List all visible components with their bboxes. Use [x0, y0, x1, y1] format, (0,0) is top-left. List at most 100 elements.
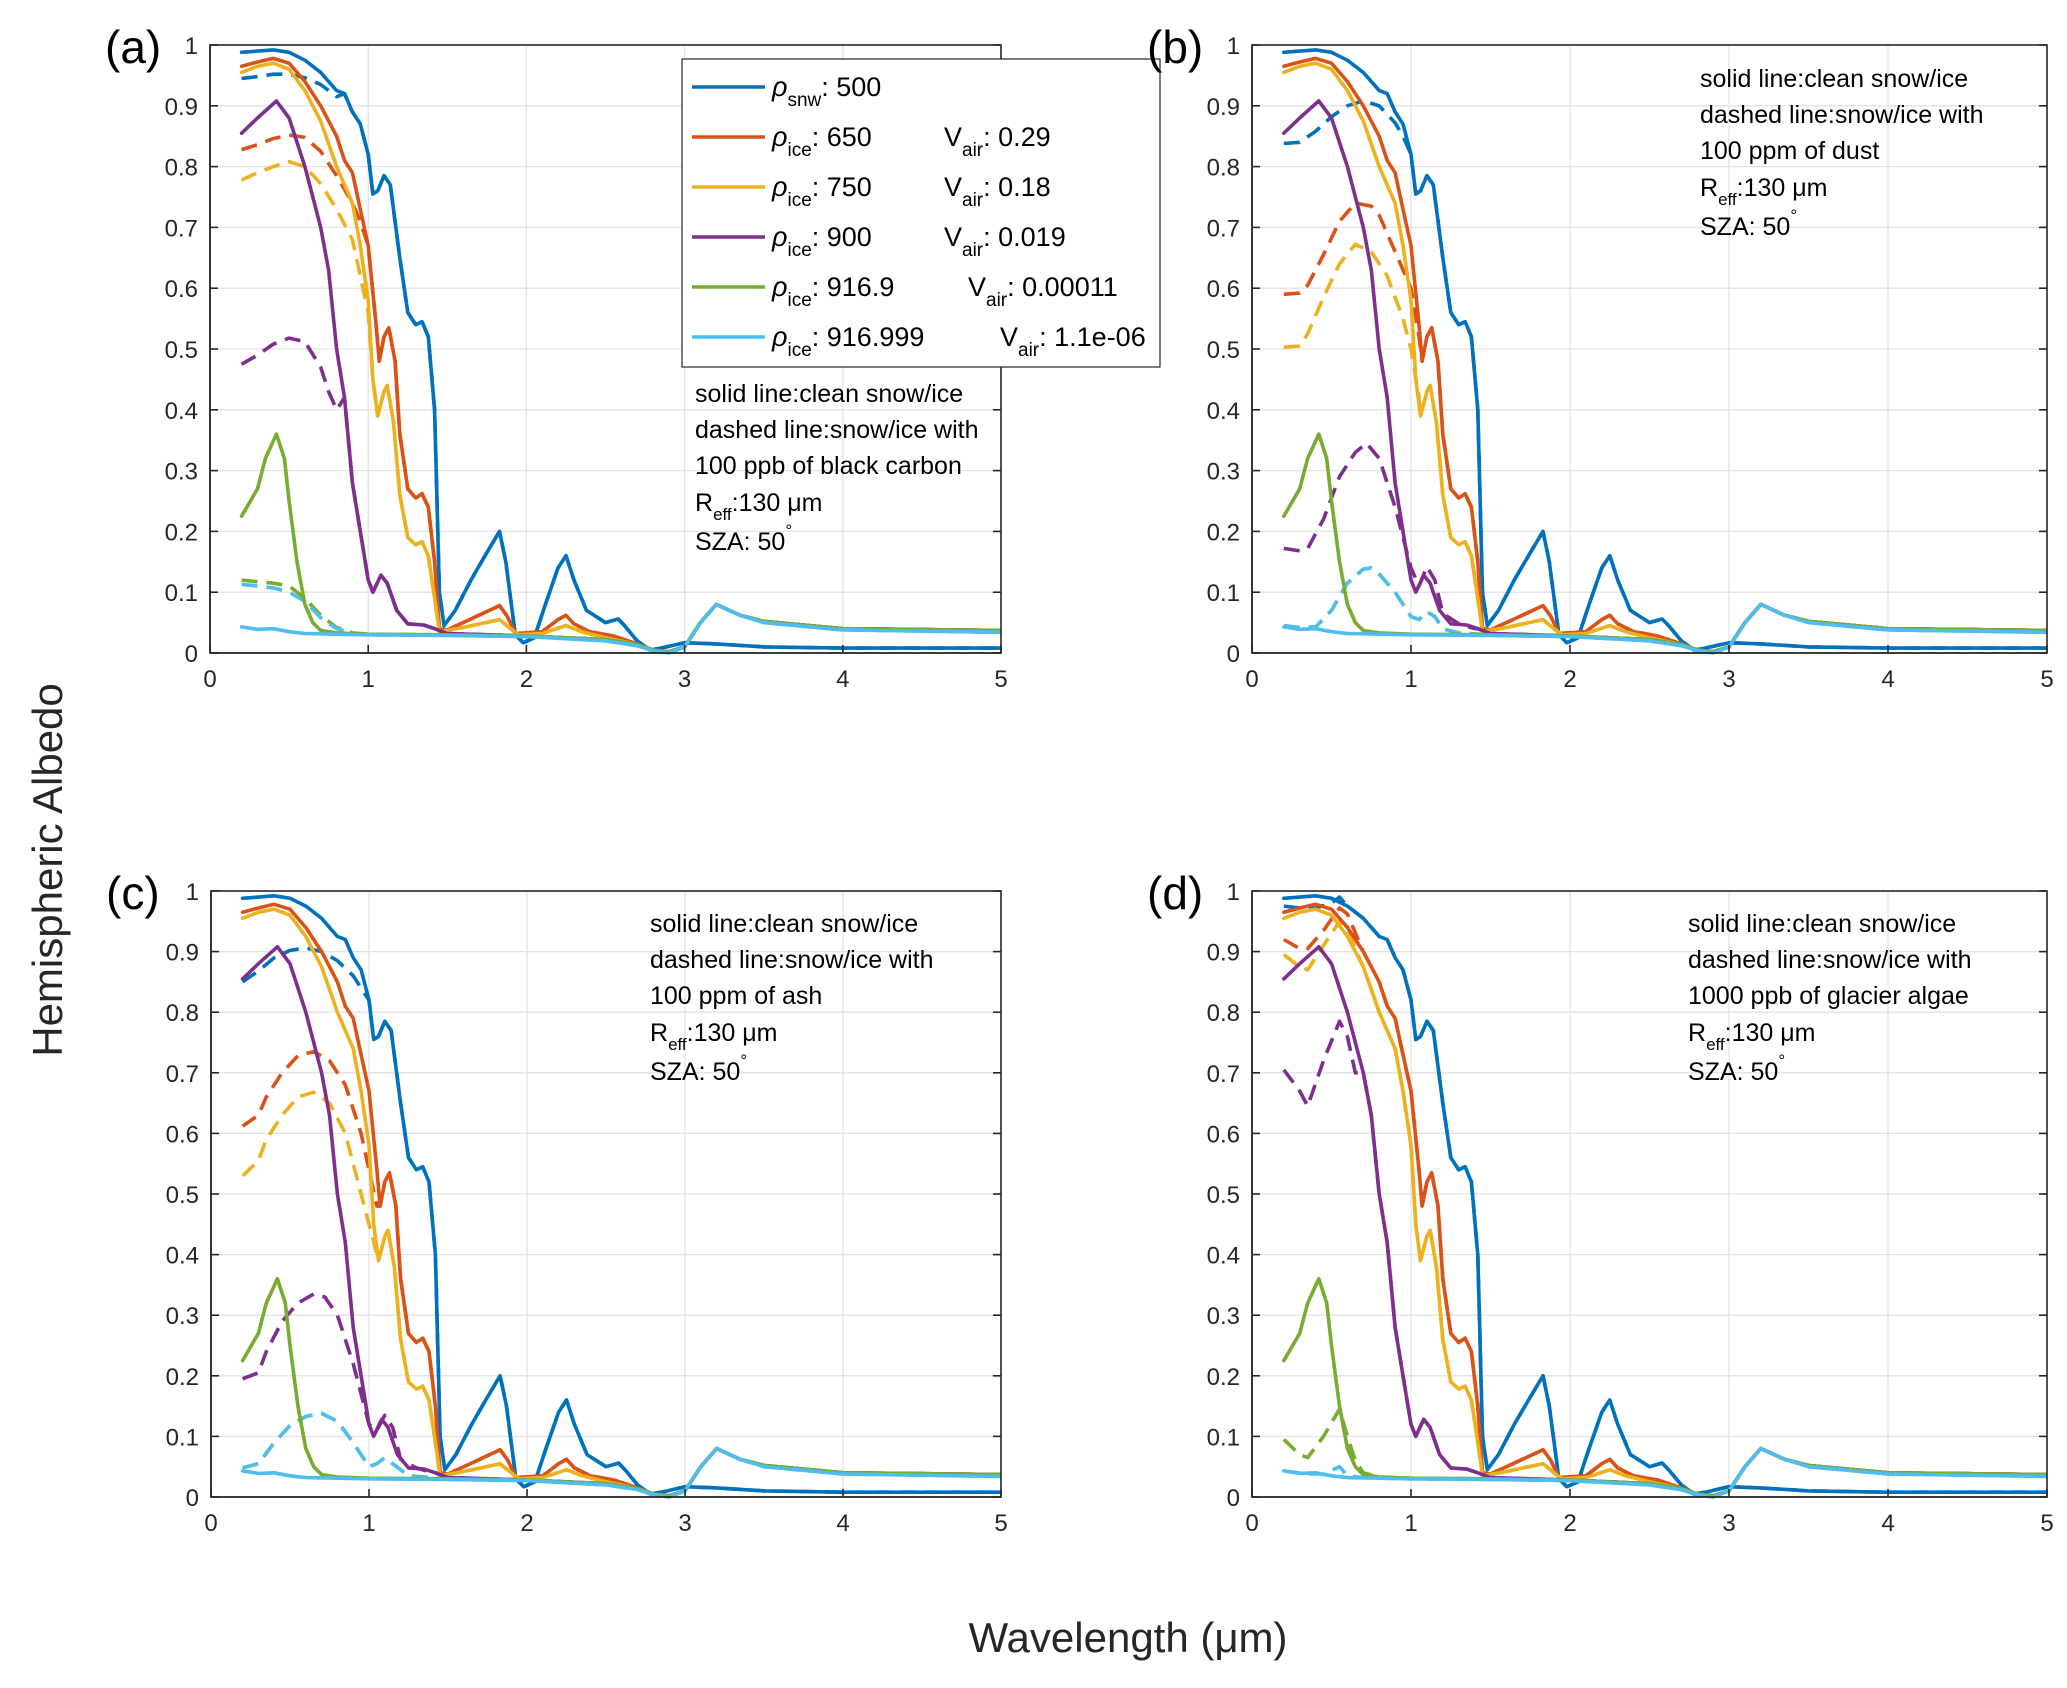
x-tick-label: 4 — [836, 666, 849, 693]
legend-entry: ρice: 916.9 Vair: 0.00011 — [692, 272, 1118, 311]
solid-line-snw500 — [1282, 48, 2047, 652]
panel-label: (a) — [105, 21, 161, 73]
x-tick-label: 1 — [1404, 1510, 1417, 1537]
x-tick-label: 4 — [1881, 666, 1894, 693]
annotation-line: dashed line:snow/ice with — [1700, 101, 1984, 129]
y-tick-label: 0.7 — [165, 215, 198, 242]
legend-vair: Vair: 0.29 — [944, 122, 1051, 161]
legend-entry: ρice: 750 Vair: 0.18 — [692, 172, 1051, 211]
y-tick-label: 0.9 — [165, 94, 198, 121]
annotation: solid line:clean snow/ice dashed line:sno… — [1700, 65, 1984, 241]
x-tick-label: 5 — [2040, 666, 2053, 693]
legend-entry: ρsnw: 500 — [692, 72, 881, 111]
y-tick-label: 0.5 — [1207, 1182, 1240, 1209]
solid-line-snw500 — [239, 48, 1001, 652]
y-tick-label: 0.4 — [1207, 398, 1240, 425]
x-tick-label: 2 — [520, 1510, 533, 1537]
grid — [1252, 891, 2047, 1497]
y-tick-label: 0 — [1227, 1485, 1240, 1512]
y-tick-label: 0.1 — [166, 1424, 199, 1451]
annotation-line: solid line:clean snow/ice — [650, 910, 918, 938]
annotation-line: Reff:130 μm — [1700, 174, 1828, 209]
x-tick-label: 4 — [1881, 1510, 1894, 1537]
annotation-line: solid line:clean snow/ice — [1688, 910, 1956, 938]
y-tick-label: 1 — [1227, 33, 1240, 60]
y-tick-label: 0.2 — [1207, 1364, 1240, 1391]
legend-vair: Vair: 1.1e-06 — [1000, 322, 1146, 361]
dashed-line-ice650 — [241, 1049, 1001, 1498]
y-tick-label: 0.4 — [166, 1243, 199, 1270]
annotation-line: 100 ppm of ash — [650, 982, 822, 1010]
panel-a: 0 1 2 3 4 5 0 0.1 0.2 0.3 0.4 0.5 0.6 0.7 0.8 0.9 1 (a) so… — [105, 21, 1161, 693]
legend-label: ρice: 750 — [771, 172, 872, 211]
annotation-line: SZA: 50° — [1688, 1051, 1785, 1086]
annotation-line: Reff:130 μm — [695, 489, 823, 524]
y-tick-label: 0.1 — [1207, 580, 1240, 607]
panel-b: 0 1 2 3 4 5 0 0.1 0.2 0.3 0.4 0.5 0.6 0.7 0.8 0.9 1 (b) so… — [1147, 21, 2054, 693]
solid-line-snw500 — [1282, 894, 2047, 1496]
solid-line-ice650 — [1282, 56, 2047, 654]
x-tick-label: 0 — [1245, 1510, 1258, 1537]
curves — [240, 894, 1001, 1499]
y-tick-label: 0.1 — [165, 580, 198, 607]
legend-entry: ρice: 916.999 Vair: 1.1e-06 — [692, 322, 1146, 361]
annotation: solid line:clean snow/ice dashed line:sno… — [695, 380, 979, 556]
annotation-line: 1000 ppb of glacier algae — [1688, 982, 1969, 1010]
y-tick-label: 1 — [185, 33, 198, 60]
annotation-line: dashed line:snow/ice with — [695, 416, 979, 444]
legend-entry: ρice: 900 Vair: 0.019 — [692, 222, 1066, 261]
solid-line-ice916_999 — [240, 1446, 1001, 1499]
dashed-line-ice750 — [241, 1090, 1001, 1498]
y-tick-label: 0.7 — [1207, 1061, 1240, 1088]
y-tick-label: 0.2 — [165, 519, 198, 546]
x-tick-label: 3 — [1722, 1510, 1735, 1537]
y-tick-label: 0.8 — [1207, 1000, 1240, 1027]
y-tick-label: 0.5 — [166, 1182, 199, 1209]
curves — [239, 48, 1001, 655]
y-tick-label: 0.6 — [1207, 276, 1240, 303]
legend-label: ρice: 916.999 — [771, 322, 924, 361]
panels: 0 1 2 3 4 5 0 0.1 0.2 0.3 0.4 0.5 0.6 0.7 0.8 0.9 1 (a) so… — [105, 21, 2054, 1537]
panel-c: 0 1 2 3 4 5 0 0.1 0.2 0.3 0.4 0.5 0.6 0.7 0.8 0.9 1 (c) so… — [106, 867, 1008, 1537]
y-tick-label: 0.6 — [166, 1121, 199, 1148]
y-axis-title: Hemispheric Albedo — [24, 683, 71, 1057]
annotation-line: solid line:clean snow/ice — [695, 380, 963, 408]
y-tick-label: 0.3 — [1207, 1303, 1240, 1330]
solid-line-ice916_9 — [240, 1277, 1001, 1498]
y-tick-label: 0.7 — [1207, 215, 1240, 242]
legend-label: ρice: 650 — [771, 122, 872, 161]
y-tick-label: 0.8 — [165, 155, 198, 182]
y-tick-label: 0.5 — [1207, 337, 1240, 364]
dashed-line-snw500 — [241, 946, 1001, 1496]
y-tick-label: 0.5 — [165, 337, 198, 364]
x-tick-label: 0 — [203, 666, 216, 693]
annotation-line: 100 ppm of dust — [1700, 137, 1879, 165]
y-tick-label: 1 — [186, 879, 199, 906]
y-tick-label: 0.3 — [1207, 459, 1240, 486]
x-tick-label: 1 — [362, 666, 375, 693]
solid-line-ice916_999 — [1282, 1446, 2047, 1499]
solid-line-snw500 — [240, 894, 1001, 1496]
grid — [1252, 45, 2047, 653]
annotation-line: SZA: 50° — [650, 1051, 747, 1086]
annotation-line: 100 ppb of black carbon — [695, 452, 962, 480]
y-tick-label: 0.2 — [166, 1364, 199, 1391]
annotation: solid line:clean snow/ice dashed line:sno… — [1688, 910, 1972, 1086]
y-tick-label: 0.4 — [1207, 1243, 1240, 1270]
y-tick-label: 0.7 — [166, 1061, 199, 1088]
x-tick-label: 2 — [1563, 1510, 1576, 1537]
annotation-line: Reff:130 μm — [1688, 1019, 1816, 1054]
legend-label: ρsnw: 500 — [771, 72, 881, 111]
curves — [1282, 894, 2047, 1499]
annotation-line: dashed line:snow/ice with — [650, 946, 934, 974]
dashed-line-ice900 — [1282, 1019, 2047, 1498]
legend-vair: Vair: 0.18 — [944, 172, 1051, 211]
x-tick-label: 0 — [1245, 666, 1258, 693]
panel-label: (c) — [106, 867, 160, 919]
x-axis-title: Wavelength (μm) — [968, 1614, 1287, 1661]
legend: ρsnw: 500 ρice: 650 Vair: 0.29 ρice: 750 Vai… — [681, 58, 1161, 368]
y-tick-label: 0.3 — [165, 459, 198, 486]
dashed-line-ice900 — [1283, 441, 2047, 654]
legend-vair: Vair: 0.00011 — [968, 272, 1118, 311]
